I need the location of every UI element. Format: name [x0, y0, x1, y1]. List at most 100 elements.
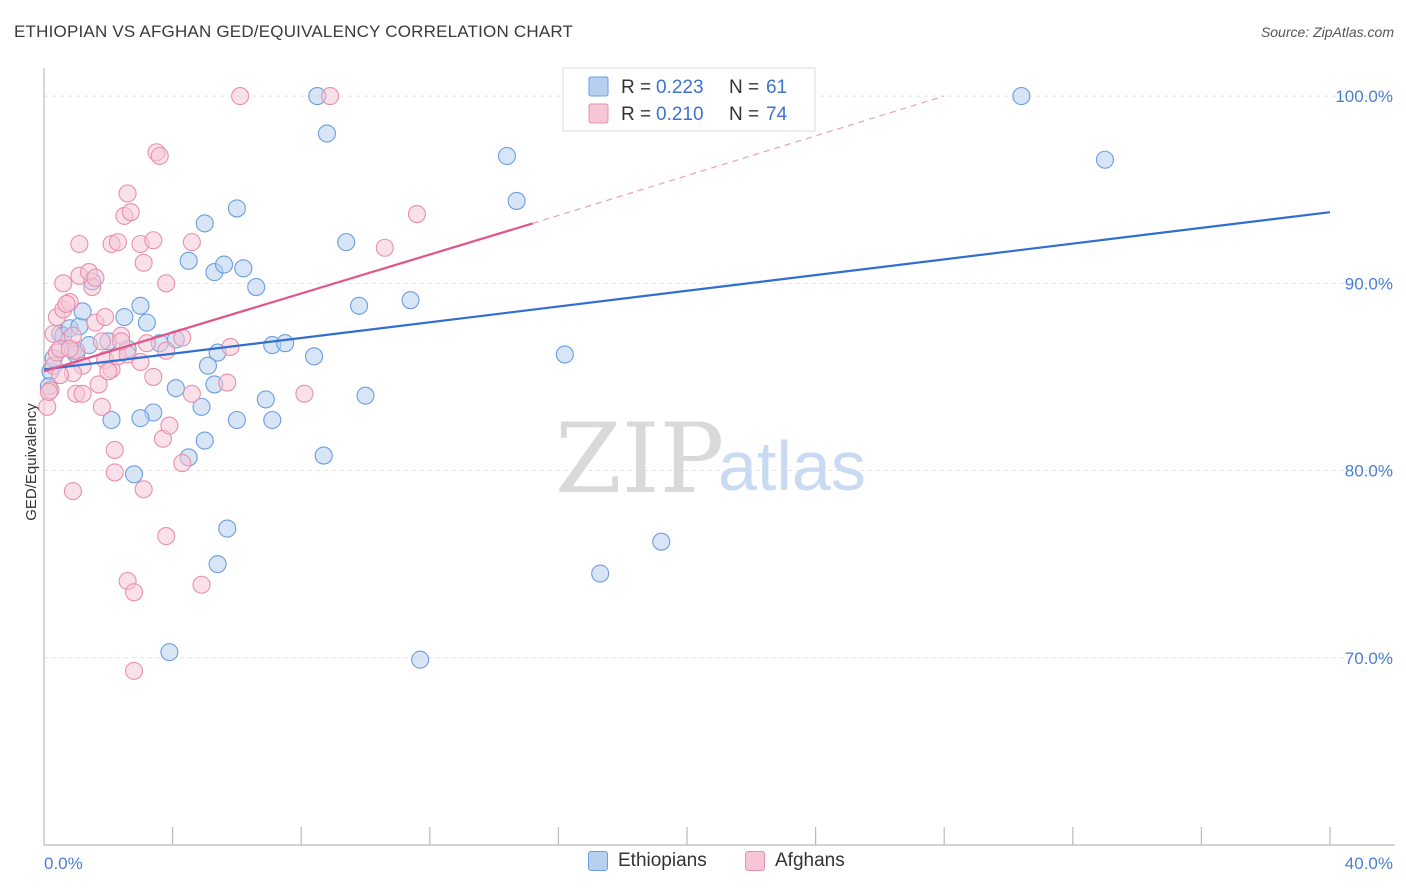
afghan-point-36	[121, 203, 140, 222]
ethiopian-point-22	[234, 259, 253, 278]
legend-label-ethiopians: Ethiopians	[618, 850, 707, 871]
ethiopian-point-24	[227, 199, 246, 218]
afghan-point-47	[407, 204, 426, 224]
afghan-point-42	[157, 274, 176, 293]
ethiopian-point-58	[1012, 87, 1031, 106]
afghan-point-46	[321, 87, 340, 106]
grid-lines	[44, 95, 1395, 659]
afghan-point-21	[92, 397, 111, 416]
afghan-point-39	[144, 231, 163, 250]
ethiopian-point-44	[263, 410, 282, 430]
afghan-point-28	[144, 367, 163, 386]
chart-title: ETHIOPIAN VS AFGHAN GED/EQUIVALENCY CORR…	[14, 22, 574, 41]
y-tick-label-3: 100.0%	[1335, 87, 1393, 106]
ethiopian-point-47	[195, 431, 214, 450]
ethiopian-point-13	[131, 296, 150, 315]
legend-r-value-1: 0.210	[656, 104, 704, 125]
legend-swatch-afghans	[745, 851, 765, 871]
afghan-point-72	[57, 294, 76, 313]
ethiopian-point-38	[166, 379, 185, 398]
ethiopian-point-20	[214, 255, 234, 274]
bottom-legend: Ethiopians Afghans	[0, 850, 1406, 880]
afghan-point-0	[38, 397, 57, 416]
watermark: ZIP atlas	[555, 403, 866, 515]
ethiopian-point-35	[507, 191, 526, 210]
trend-lines	[43, 95, 1331, 373]
ethiopian-point-34	[497, 146, 517, 166]
ethiopian-point-40	[192, 397, 211, 416]
watermark-atlas: atlas	[718, 427, 866, 505]
tick-labels: 70.0% 80.0% 90.0% 100.0% 0.0% 40.0%	[44, 87, 1393, 873]
ethiopian-trend-line	[43, 211, 1331, 371]
afghan-point-34	[108, 233, 127, 252]
ethiopian-point-43	[256, 390, 275, 409]
legend-r-label-1: R =	[621, 104, 651, 125]
ethiopian-point-59	[1095, 150, 1114, 169]
afghan-trend-line	[43, 222, 533, 373]
afghan-point-44	[150, 146, 169, 166]
ethiopian-point-26	[276, 334, 295, 353]
ethiopian-point-21	[195, 214, 214, 233]
afghan-point-67	[92, 332, 111, 351]
afghan-point-48	[375, 238, 394, 257]
ethiopian-point-51	[124, 465, 144, 484]
ethiopian-point-15	[137, 313, 156, 332]
legend-r-value-0: 0.223	[656, 77, 704, 98]
legend-n-label-1: N =	[729, 104, 759, 125]
ethiopian-point-42	[227, 410, 246, 430]
afghan-point-53	[105, 463, 124, 482]
axes	[43, 68, 1395, 846]
ethiopian-point-57	[411, 650, 430, 669]
x-tick-label-0: 0.0%	[44, 854, 83, 873]
ethiopian-point-14	[115, 307, 134, 327]
legend-item-ethiopians[interactable]: Ethiopians	[588, 850, 707, 872]
ethiopian-point-32	[317, 124, 336, 143]
legend-swatch-0	[588, 76, 609, 97]
afghan-point-69	[96, 307, 115, 327]
ethiopian-point-29	[350, 296, 369, 315]
afghan-point-32	[70, 234, 89, 254]
afghan-point-57	[173, 454, 192, 473]
y-tick-label-1: 80.0%	[1345, 462, 1393, 481]
legend-box: R = 0.223 N = 61 R = 0.210 N = 74	[562, 67, 816, 132]
afghan-point-61	[124, 583, 144, 602]
afghan-point-59	[192, 575, 211, 594]
afghan-point-58	[157, 527, 176, 546]
ethiopian-point-56	[160, 643, 179, 662]
afghan-point-5	[44, 324, 63, 343]
watermark-zip: ZIP	[555, 403, 724, 515]
ethiopian-point-52	[218, 519, 237, 538]
legend-swatch-ethiopians	[588, 851, 608, 871]
legend-n-label-0: N =	[729, 77, 759, 98]
ethiopian-point-31	[356, 386, 375, 405]
afghan-point-31	[182, 384, 201, 403]
afghan-point-20	[89, 375, 108, 394]
afghan-point-15	[86, 268, 105, 287]
legend-n-value-1: 74	[766, 104, 788, 125]
y-axis-label: GED/Equivalency	[23, 403, 40, 521]
afghan-trend-extension	[532, 95, 945, 224]
afghan-point-71	[99, 362, 118, 381]
afghan-point-8	[54, 274, 73, 293]
afghan-point-65	[60, 339, 79, 358]
legend-item-afghans[interactable]: Afghans	[745, 850, 845, 872]
ethiopian-point-8	[73, 302, 92, 321]
ethiopian-point-28	[337, 233, 356, 252]
afghan-point-62	[124, 661, 144, 680]
afghan-point-56	[160, 416, 179, 435]
ethiopian-point-23	[247, 278, 266, 297]
x-tick-label-1: 40.0%	[1345, 854, 1393, 873]
afghan-point-37	[118, 184, 137, 203]
afghan-point-63	[218, 373, 237, 392]
legend-r-label-0: R =	[621, 77, 651, 98]
afghan-point-54	[134, 480, 153, 499]
y-tick-label-2: 90.0%	[1345, 274, 1393, 293]
chart-source: Source: ZipAtlas.com	[1260, 24, 1394, 40]
afghan-point-40	[134, 253, 153, 272]
ethiopian-point-50	[555, 345, 574, 364]
ethiopian-point-37	[198, 356, 218, 375]
ethiopian-point-18	[179, 251, 198, 270]
legend-n-value-0: 61	[766, 77, 787, 98]
ethiopian-point-30	[401, 291, 420, 310]
afghan-point-64	[39, 382, 58, 401]
